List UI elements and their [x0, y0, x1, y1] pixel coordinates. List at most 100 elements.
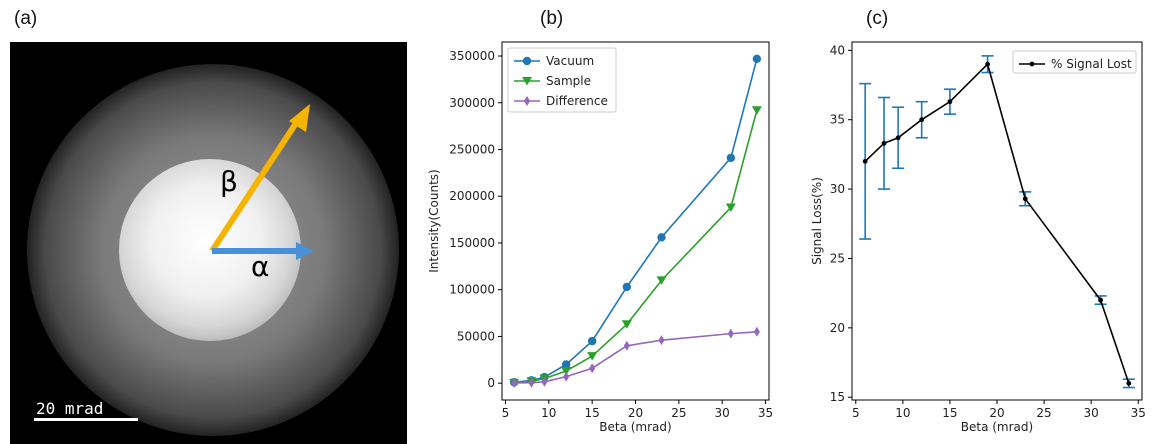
series-line [514, 110, 758, 384]
data-point [561, 360, 571, 369]
legend-marker [522, 77, 532, 86]
series-line [514, 330, 757, 384]
panel-label-c: (c) [866, 8, 889, 29]
x-tick-label: 15 [942, 406, 957, 420]
data-point [540, 372, 549, 382]
data-point [528, 377, 535, 388]
alpha-arrow [212, 242, 314, 260]
data-point [862, 158, 868, 164]
data-point [561, 367, 572, 376]
series-sample [509, 106, 762, 388]
data-point [587, 352, 598, 361]
y-tick-label: 25 [830, 251, 845, 265]
y-tick-label: 50000 [457, 329, 495, 343]
y-axis-label: Intensity(Counts) [427, 169, 441, 272]
alpha-symbol: α [251, 250, 269, 283]
y-tick-label: 250000 [449, 142, 495, 156]
data-point [541, 376, 548, 387]
data-point [623, 340, 630, 351]
legend-marker [522, 56, 532, 66]
y-axis-label: Signal Loss(%) [810, 177, 824, 265]
plot-frame [851, 41, 1143, 401]
diffraction-image: β α 20 mrad [10, 42, 407, 444]
data-point [587, 336, 597, 346]
series-difference [511, 326, 760, 388]
data-point [1126, 380, 1132, 386]
panel-label-a: (a) [14, 8, 38, 29]
x-tick-label: 5 [852, 406, 860, 420]
data-point [727, 328, 734, 339]
series-vacuum [509, 54, 762, 387]
y-tick-label: 40 [830, 43, 845, 57]
data-point [511, 377, 518, 388]
y-tick-label: 30 [830, 182, 845, 196]
series-line [864, 62, 1130, 384]
x-tick-label: 5 [502, 406, 510, 420]
y-tick-label: 200000 [449, 189, 495, 203]
scale-bar [34, 418, 138, 421]
data-point [527, 376, 536, 385]
data-point [919, 117, 925, 123]
x-tick-label: 25 [1036, 406, 1051, 420]
beta-symbol: β [220, 165, 238, 198]
data-point [726, 153, 736, 163]
data-point [563, 371, 570, 382]
data-point [725, 203, 736, 212]
x-tick-label: 30 [715, 406, 730, 420]
legend-label: % Signal Lost [1051, 57, 1132, 71]
data-point [539, 374, 550, 384]
beta-arrow [209, 104, 310, 253]
x-axis-label: Beta (mrad) [599, 420, 671, 434]
data-point [509, 378, 519, 387]
series-signal-lost [859, 55, 1135, 389]
x-axis-label: Beta (mrad) [961, 420, 1033, 434]
data-point [1022, 196, 1028, 202]
data-point [947, 99, 953, 105]
x-tick-label: 10 [895, 406, 910, 420]
data-point [589, 363, 596, 374]
legend-box [507, 47, 617, 113]
legend-label: Difference [546, 94, 608, 108]
legend-marker [524, 96, 530, 106]
legend: % Signal Lost [1012, 50, 1137, 74]
data-point [622, 282, 632, 292]
legend: Vacuum Sample Difference [507, 47, 617, 113]
data-point [657, 233, 666, 242]
data-point [881, 140, 887, 146]
data-point [621, 320, 632, 329]
data-point [985, 61, 990, 67]
data-point [751, 106, 762, 115]
data-point [753, 326, 760, 337]
x-tick-label: 20 [628, 406, 643, 420]
diffraction-image-svg: β α 20 mrad [27, 64, 399, 436]
y-tick-label: 300000 [449, 96, 495, 110]
panel-label-b: (b) [540, 8, 564, 29]
data-point [526, 377, 537, 386]
y-tick-label: 350000 [449, 49, 495, 63]
x-tick-label: 15 [585, 406, 600, 420]
legend-marker [1029, 61, 1035, 67]
data-point [1098, 297, 1103, 303]
x-tick-label: 20 [989, 406, 1004, 420]
x-tick-label: 25 [671, 406, 686, 420]
data-point [658, 335, 665, 346]
x-tick-label: 35 [1131, 406, 1146, 420]
scale-bar-label: 20 mrad [36, 399, 103, 418]
legend-label: Sample [546, 74, 591, 88]
y-tick-label: 20 [830, 321, 845, 335]
x-tick-label: 30 [1084, 406, 1099, 420]
series-line [514, 58, 758, 384]
y-tick-label: 15 [830, 390, 845, 404]
data-point [656, 276, 667, 285]
legend-box [1012, 50, 1137, 74]
data-point [752, 54, 762, 64]
data-point [509, 378, 520, 388]
plot-frame [501, 41, 770, 401]
bright-disk [119, 159, 301, 341]
data-point [895, 135, 901, 141]
x-tick-label: 10 [541, 406, 556, 420]
y-tick-label: 100000 [449, 283, 495, 297]
y-tick-label: 35 [830, 113, 845, 127]
legend-label: Vacuum [546, 54, 594, 68]
x-tick-label: 35 [758, 406, 773, 420]
